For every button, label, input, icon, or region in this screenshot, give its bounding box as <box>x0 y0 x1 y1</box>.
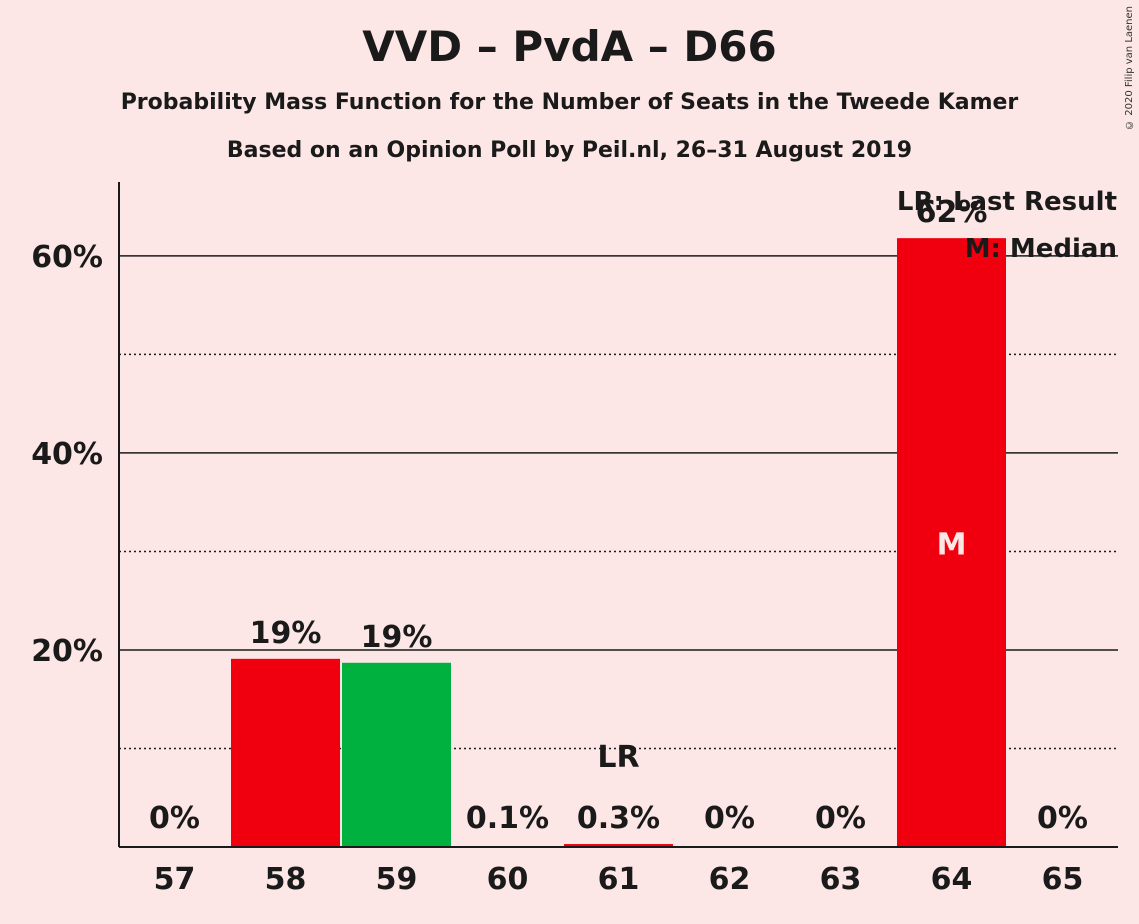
bar-58 <box>231 658 340 847</box>
y-tick-label: 60% <box>31 240 103 275</box>
x-tick-label: 57 <box>154 862 196 897</box>
x-tick-label: 61 <box>598 862 640 897</box>
x-tick-label: 58 <box>265 862 307 897</box>
y-tick-label: 20% <box>31 634 103 669</box>
legend-last-result: LR: Last Result <box>897 187 1117 217</box>
x-tick-label: 62 <box>709 862 751 897</box>
data-label: 19% <box>361 620 433 655</box>
chart-subtitle: Probability Mass Function for the Number… <box>120 90 1019 115</box>
y-tick-label: 40% <box>31 437 103 472</box>
x-tick-label: 64 <box>931 862 973 897</box>
legend-median: M: Median <box>965 234 1117 264</box>
bar-59 <box>342 662 451 847</box>
chart-title: VVD – PvdA – D66 <box>362 22 777 71</box>
data-label: 0% <box>149 801 200 836</box>
x-tick-label: 60 <box>487 862 529 897</box>
median-marker: M <box>937 528 967 563</box>
x-tick-label: 63 <box>820 862 862 897</box>
data-label: 0.3% <box>577 801 660 836</box>
data-label: 62% <box>916 195 988 230</box>
bar-64 <box>897 238 1006 848</box>
chart-source: Based on an Opinion Poll by Peil.nl, 26–… <box>226 138 913 163</box>
data-label: 19% <box>250 616 322 651</box>
bar-61 <box>564 844 673 847</box>
data-label: 0.1% <box>466 801 549 836</box>
data-label: 0% <box>704 801 755 836</box>
x-tick-label: 65 <box>1042 862 1084 897</box>
data-label: 0% <box>1037 801 1088 836</box>
data-label: 0% <box>815 801 866 836</box>
last-result-marker: LR <box>597 740 639 775</box>
x-tick-label: 59 <box>376 862 418 897</box>
